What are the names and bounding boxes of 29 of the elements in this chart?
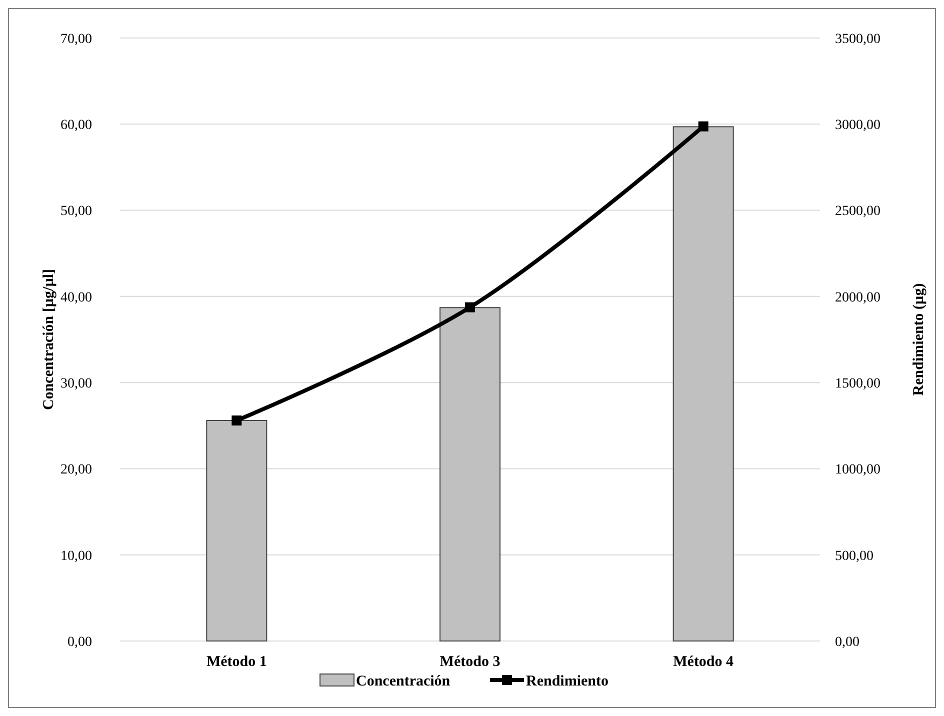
point	[232, 415, 242, 426]
y-tick-label: 50,00	[60, 204, 92, 220]
y2-tick-label: 3500,00	[835, 32, 880, 47]
y-tick-label: 30,00	[60, 376, 92, 392]
y2-tick-label: 3000,00	[835, 118, 880, 134]
y2-tick-label: 0,00	[835, 634, 860, 650]
y2-tick-label: 2500,00	[835, 204, 880, 220]
y2-tick-label: 2000,00	[835, 290, 880, 306]
y-tick-label: 0,00	[68, 634, 92, 650]
x-tick-label: Método 4	[673, 654, 734, 670]
bar	[672, 126, 734, 642]
bar	[440, 307, 500, 642]
point	[465, 302, 475, 312]
y-tick-label: 70,00	[60, 32, 92, 47]
y2-axis-title: Rendimiento (µg)	[911, 283, 927, 396]
x-tick-label: Método 3	[440, 654, 500, 670]
legend-label: Concentración	[356, 673, 451, 690]
bar	[206, 420, 268, 642]
y-axis-title: Concentración [µg/µl]	[41, 268, 57, 410]
y-tick-label: 20,00	[60, 462, 92, 478]
y-tick-label: 10,00	[60, 548, 92, 564]
x-tick-label: Método 1	[206, 654, 267, 670]
y-tick-label: 60,00	[60, 118, 92, 134]
y2-tick-label: 1500,00	[835, 376, 880, 392]
y2-tick-label: 500,00	[835, 548, 874, 564]
point	[698, 121, 708, 132]
y-tick-label: 40,00	[60, 290, 92, 306]
y2-tick-label: 1000,00	[835, 462, 880, 478]
legend-label: Rendimiento	[526, 673, 608, 690]
